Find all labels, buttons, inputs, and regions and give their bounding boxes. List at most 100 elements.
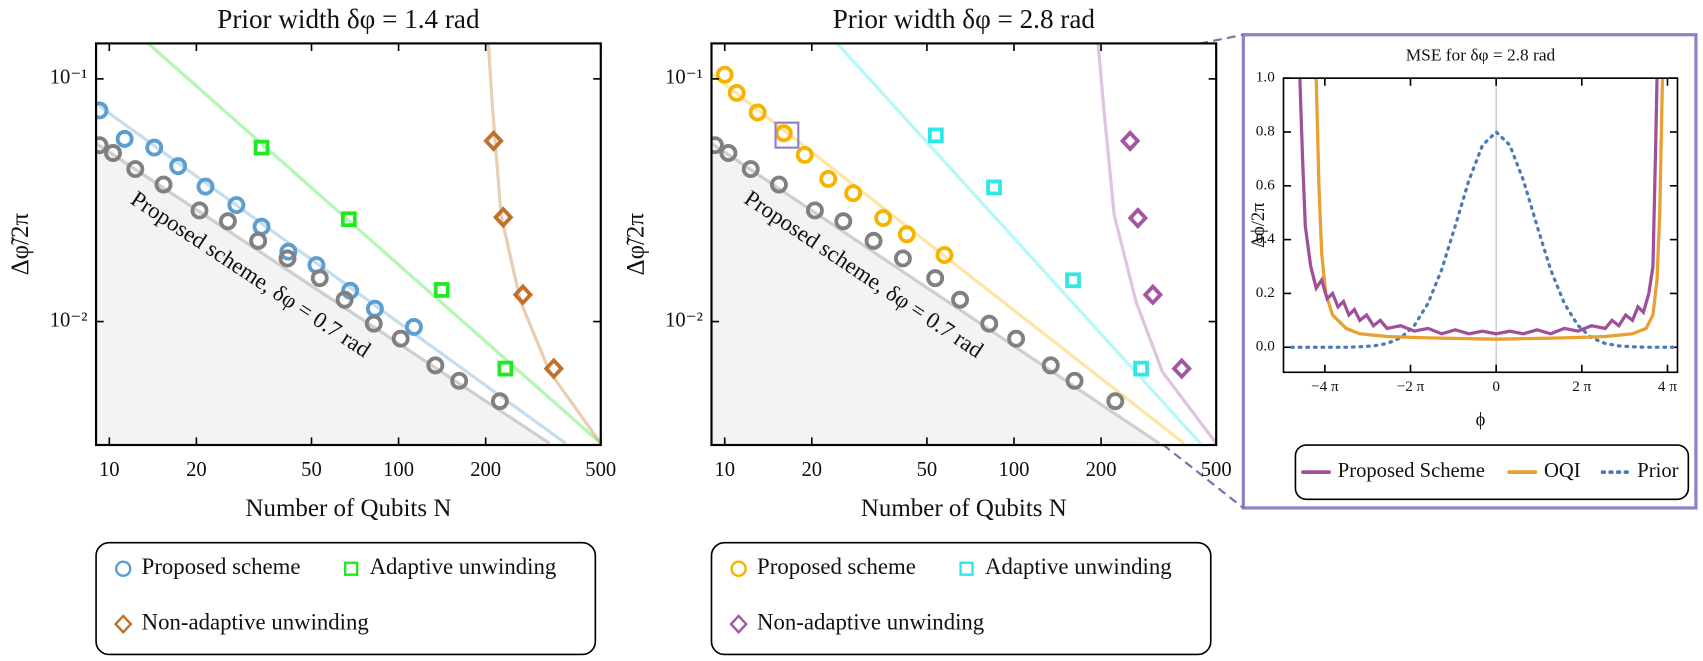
marker-diamond [512, 283, 534, 306]
marker-circle [335, 290, 354, 309]
plot-frame [1282, 77, 1679, 374]
x-axis-label: Number of Qubits N [861, 495, 1067, 522]
marker-circle [490, 392, 509, 411]
data-line [1290, 129, 1676, 349]
fit-line [711, 141, 1161, 445]
zoom-box [774, 121, 800, 149]
legend-label: Non-adaptive unwinding [142, 609, 369, 634]
x-tick-label: −4 π [1311, 378, 1339, 395]
zoom-line [785, 146, 1244, 509]
x-tick-label: 200 [1086, 459, 1117, 481]
marker-circle [114, 560, 132, 577]
marker-circle [249, 231, 268, 250]
marker-square [986, 179, 1002, 196]
marker-diamond [543, 357, 564, 380]
marker-circle [819, 169, 838, 188]
legend-label: Adaptive unwinding [370, 554, 557, 579]
marker-circle [980, 314, 999, 333]
plot-area [96, 43, 601, 446]
marker-circle [864, 231, 883, 250]
y-tick-label: 10⁻¹ [665, 67, 703, 89]
marker-circle [279, 242, 298, 261]
legend-label: Non-adaptive unwinding [757, 609, 984, 634]
marker-square [253, 139, 270, 156]
legend-label: Prior [1637, 460, 1678, 482]
marker-circle [711, 136, 724, 155]
marker-circle [364, 314, 383, 333]
plot-area [711, 43, 1217, 446]
y-tick-label: 10⁻² [665, 309, 703, 331]
marker-diamond [1142, 283, 1164, 306]
x-tick-label: 200 [470, 459, 501, 481]
x-tick-label: 50 [301, 459, 322, 481]
marker-circle [715, 65, 734, 84]
fit-line [96, 141, 551, 445]
marker-circle [104, 144, 122, 162]
plot-frame [94, 42, 602, 447]
legend-label: Proposed scheme [142, 554, 301, 579]
marker-circle [96, 136, 109, 155]
marker-diamond [113, 614, 133, 634]
shaded-region [96, 143, 550, 446]
marker-square [497, 360, 514, 377]
legend-box [95, 541, 597, 656]
marker-circle [1041, 356, 1060, 375]
marker-circle [154, 175, 173, 194]
x-tick-label: 20 [801, 459, 822, 481]
marker-circle [719, 144, 738, 162]
fit-line [145, 43, 601, 445]
fit-line [98, 104, 567, 445]
marker-circle [844, 184, 863, 203]
x-tick-label: 2 π [1572, 378, 1591, 395]
x-axis-label: ϕ [1476, 409, 1486, 429]
marker-circle [727, 83, 746, 102]
marker-circle [1007, 329, 1026, 348]
chart-title: Prior width δφ = 1.4 rad [217, 4, 480, 34]
fit-line [486, 43, 601, 445]
legend-box [710, 541, 1212, 656]
marker-square [340, 211, 357, 228]
marker-circle [190, 201, 209, 220]
marker-circle [426, 356, 445, 375]
marker-circle [926, 269, 945, 288]
legend-label: Proposed Scheme [1338, 460, 1485, 482]
y-tick-label: 10⁻¹ [50, 67, 88, 89]
plot-area [1290, 78, 1676, 349]
y-tick-label: 1.0 [1256, 69, 1275, 86]
marker-square [433, 282, 450, 298]
marker-circle [218, 212, 237, 231]
x-tick-label: 10 [714, 459, 735, 481]
y-axis-label: Δϕ/2π [1248, 202, 1268, 248]
x-axis-label: Number of Qubits N [246, 495, 452, 522]
marker-circle [145, 138, 164, 157]
marker-diamond [1171, 357, 1192, 380]
marker-circle [805, 201, 824, 220]
y-tick-label: 0.0 [1256, 338, 1275, 355]
legend-label: OQI [1544, 460, 1581, 482]
marker-circle [741, 160, 760, 179]
marker-circle [897, 225, 916, 244]
marker-circle [227, 196, 246, 215]
marker-diamond [729, 614, 748, 634]
marker-circle [278, 249, 297, 268]
marker-circle [774, 124, 793, 143]
marker-diamond [483, 130, 504, 152]
marker-diamond [1119, 130, 1141, 152]
x-tick-label: 50 [917, 459, 938, 481]
marker-circle [935, 246, 954, 264]
y-tick-label: 0.6 [1256, 176, 1275, 193]
marker-diamond [493, 206, 514, 229]
legend-label: Adaptive unwinding [985, 554, 1172, 579]
marker-circle [169, 157, 188, 176]
legend-box [1294, 444, 1690, 501]
marker-square [928, 127, 944, 144]
marker-circle [770, 175, 788, 194]
marker-circle [730, 560, 747, 577]
y-axis-label: Δφ̃/2π [7, 213, 34, 276]
marker-circle [874, 209, 893, 228]
marker-circle [1065, 371, 1084, 390]
y-tick-label: 0.8 [1256, 122, 1275, 139]
marker-circle [748, 103, 767, 122]
marker-circle [893, 249, 912, 268]
